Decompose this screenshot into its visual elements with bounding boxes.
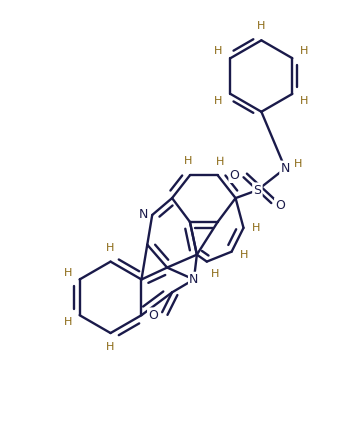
Text: N: N — [189, 273, 199, 286]
Text: H: H — [300, 96, 309, 106]
Text: H: H — [106, 243, 115, 253]
Text: H: H — [240, 250, 249, 260]
Text: H: H — [214, 96, 223, 106]
Text: O: O — [230, 169, 239, 182]
Text: H: H — [64, 317, 72, 327]
Text: S: S — [253, 184, 261, 197]
Text: N: N — [139, 208, 148, 222]
Text: H: H — [300, 46, 309, 56]
Text: O: O — [148, 308, 158, 322]
Text: H: H — [257, 22, 266, 31]
Text: H: H — [64, 268, 72, 278]
Text: O: O — [275, 198, 285, 211]
Text: H: H — [210, 268, 219, 279]
Text: H: H — [106, 342, 115, 352]
Text: H: H — [216, 157, 224, 168]
Text: N: N — [280, 162, 290, 175]
Text: H: H — [252, 223, 261, 233]
Text: H: H — [294, 160, 302, 169]
Text: H: H — [216, 157, 224, 166]
Text: H: H — [214, 46, 223, 56]
Text: H: H — [184, 157, 192, 166]
